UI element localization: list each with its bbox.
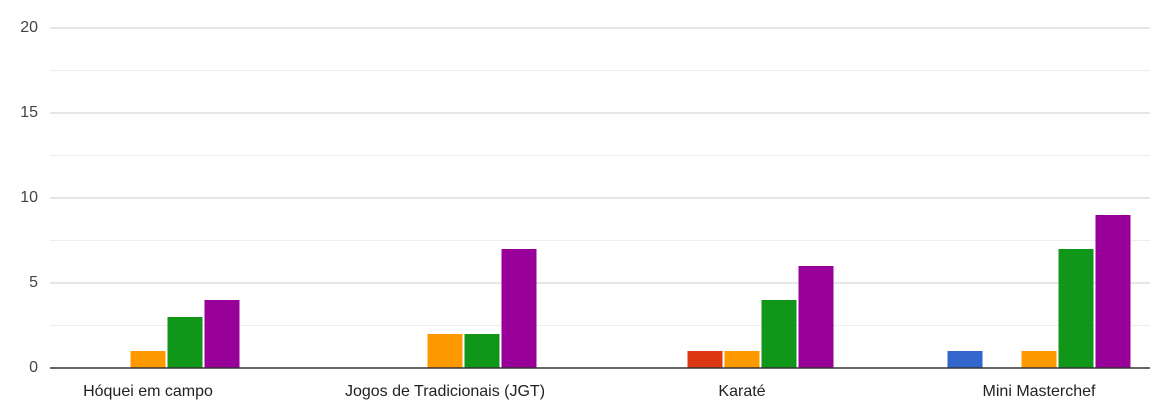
x-tick-label: Jogos de Tradicionais (JGT) <box>345 383 545 400</box>
bar <box>947 351 983 368</box>
bar <box>427 334 463 368</box>
bar <box>464 334 500 368</box>
y-tick-label: 10 <box>20 189 38 206</box>
bar <box>1021 351 1057 368</box>
bar <box>1058 249 1094 368</box>
bar <box>761 300 797 368</box>
bar <box>167 317 203 368</box>
bar <box>204 300 240 368</box>
y-tick-label: 15 <box>20 104 38 121</box>
bar <box>130 351 166 368</box>
y-tick-label: 0 <box>29 359 38 376</box>
y-tick-label: 20 <box>20 19 38 36</box>
x-tick-label: Mini Masterchef <box>983 383 1096 400</box>
bar <box>501 249 537 368</box>
bar <box>687 351 723 368</box>
y-tick-label: 5 <box>29 274 38 291</box>
x-tick-label: Karaté <box>718 383 765 400</box>
bar <box>1095 215 1131 368</box>
bar <box>798 266 834 368</box>
bar <box>724 351 760 368</box>
x-tick-label: Hóquei em campo <box>83 383 213 400</box>
